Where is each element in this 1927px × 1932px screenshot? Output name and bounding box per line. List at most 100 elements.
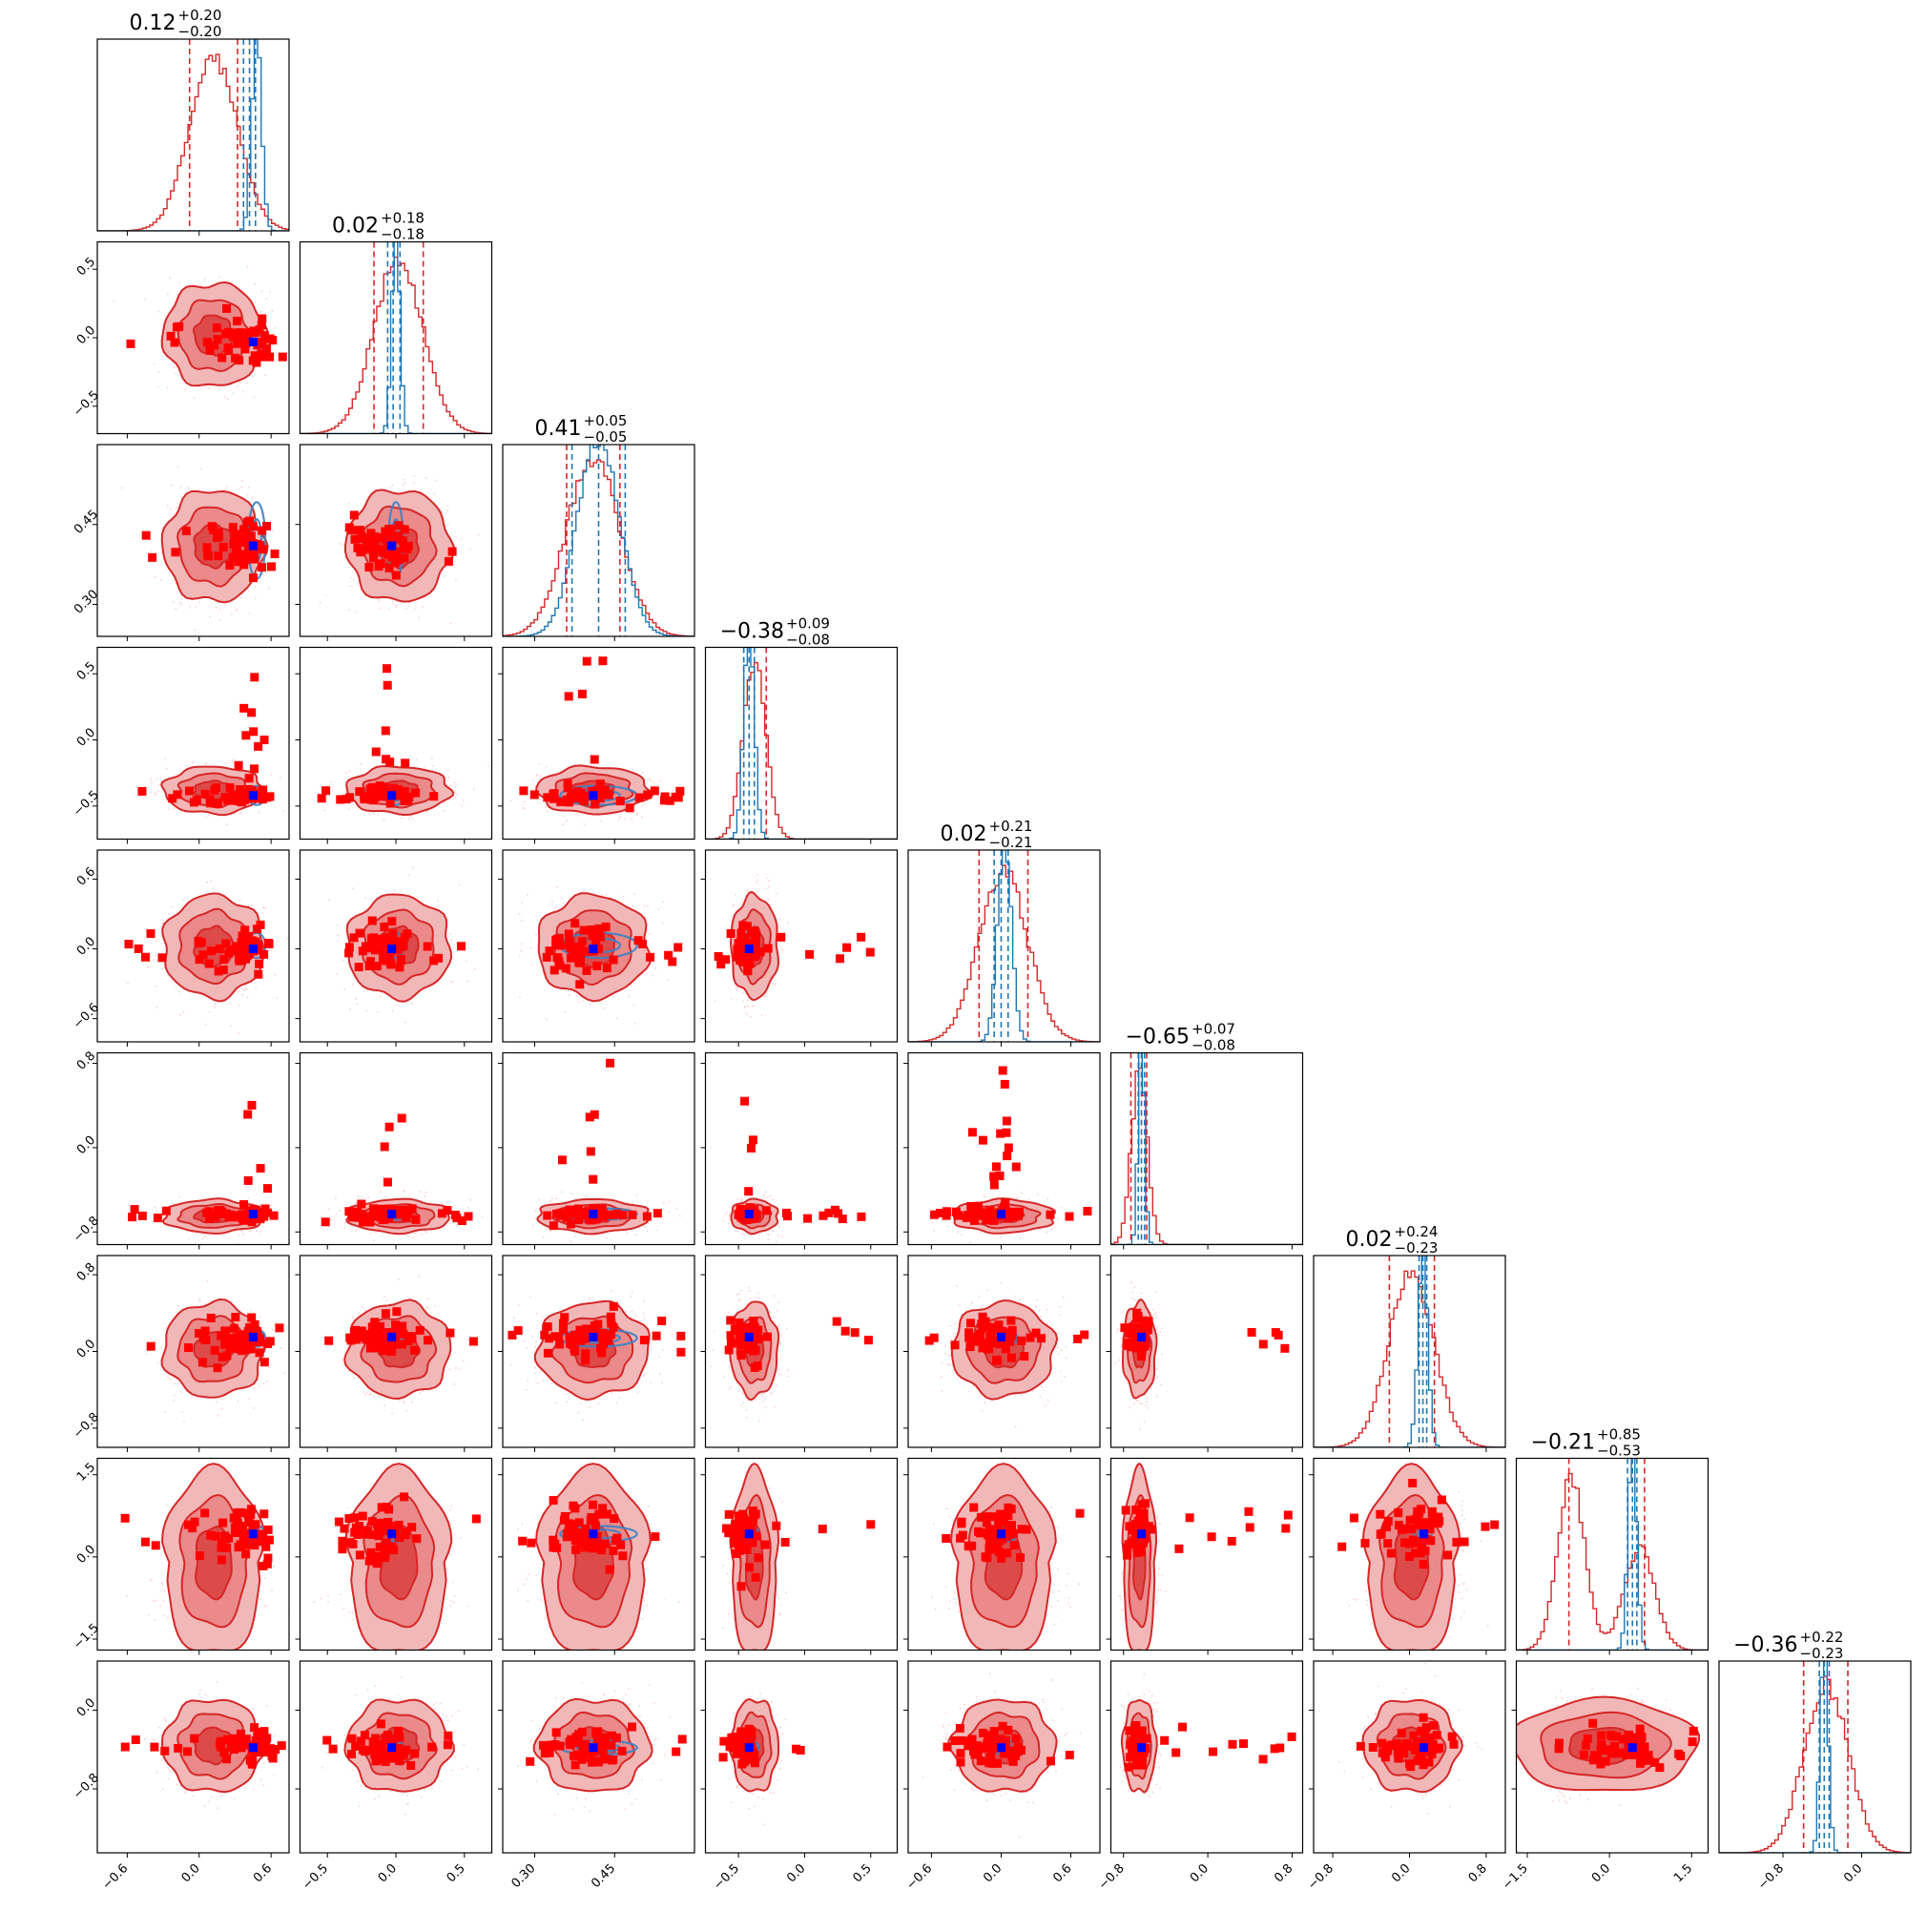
red-square-point [1126, 1740, 1135, 1750]
red-square-point [226, 1210, 236, 1219]
truth-marker [589, 1332, 598, 1341]
red-square-point [367, 934, 377, 944]
red-square-point [244, 1518, 254, 1527]
panel-frame [704, 1457, 899, 1652]
red-square-point [653, 1209, 662, 1218]
red-square-point [355, 787, 364, 797]
red-square-point [1016, 1552, 1026, 1562]
panel-content [531, 1058, 681, 1242]
panel-content [120, 1681, 286, 1809]
red-square-point [1122, 1338, 1131, 1347]
red-square-point [218, 1352, 227, 1361]
red-square-point [1131, 1721, 1141, 1731]
red-square-point [256, 1338, 265, 1347]
red-square-point [217, 1555, 226, 1565]
red-square-point [1596, 1759, 1606, 1769]
red-square-point [174, 1743, 183, 1753]
truth-marker [1419, 1743, 1429, 1753]
red-square-point [1427, 1750, 1437, 1759]
red-square-point [857, 1212, 866, 1221]
red-square-point [576, 1538, 586, 1548]
red-square-point [128, 1213, 137, 1222]
red-square-point [355, 928, 364, 938]
panel-content [931, 1463, 1085, 1651]
red-square-point [250, 673, 259, 682]
red-square-point [358, 1511, 367, 1521]
red-square-point [240, 925, 250, 935]
red-square-point [748, 1538, 757, 1548]
truth-marker [589, 791, 598, 800]
red-square-point [1394, 1753, 1403, 1762]
red-square-point [736, 1582, 746, 1591]
truth-marker [387, 1743, 397, 1753]
red-square-point [241, 1735, 251, 1744]
red-square-point [258, 314, 267, 323]
red-square-point [389, 1754, 399, 1763]
red-square-point [356, 526, 365, 535]
truth-marker [1137, 1529, 1147, 1539]
red-square-point [434, 953, 444, 963]
truth-marker [996, 1209, 1005, 1218]
red-square-point [349, 933, 359, 943]
red-square-point [818, 1525, 827, 1534]
red-square-point [256, 1164, 265, 1174]
panel-content [1114, 1281, 1290, 1430]
red-square-point [1394, 1508, 1403, 1518]
red-square-point [253, 1733, 262, 1742]
red-square-point [559, 1319, 569, 1328]
red-square-point [1140, 1534, 1150, 1544]
panel-content [319, 475, 480, 625]
red-square-point [225, 783, 235, 793]
truth-marker [996, 1529, 1005, 1539]
panel-5-4 [903, 1051, 1101, 1250]
red-square-point [1622, 1750, 1631, 1759]
red-square-point [642, 1212, 652, 1221]
red-square-point [374, 562, 383, 571]
red-square-point [967, 1541, 977, 1550]
red-square-point [555, 1208, 565, 1217]
truth-marker [589, 1529, 598, 1539]
panel-7-0: −1.50.01.5 [71, 1457, 290, 1655]
red-square-point [351, 1741, 361, 1751]
red-square-point [384, 1505, 394, 1514]
red-square-point [216, 1205, 225, 1215]
red-square-point [593, 1332, 603, 1341]
red-square-point [1131, 1760, 1141, 1770]
red-square-point [342, 795, 351, 804]
red-square-point [216, 1739, 225, 1749]
red-square-point [1131, 1530, 1141, 1540]
red-square-point [381, 1309, 390, 1319]
red-square-point [393, 785, 403, 795]
red-square-point [1283, 1510, 1293, 1520]
red-square-point [255, 544, 264, 553]
red-square-point [742, 922, 752, 931]
red-square-point [1401, 1739, 1411, 1749]
y-tick-label: 0.5 [74, 255, 98, 279]
red-square-point [238, 534, 247, 544]
panel-content [324, 1276, 478, 1415]
red-square-point [220, 1326, 230, 1336]
panel-title-3: −0.38 +0.09−0.08 [720, 615, 830, 649]
red-square-point [1135, 1322, 1145, 1332]
red-square-point [996, 1735, 1005, 1744]
red-square-point [590, 755, 599, 764]
red-square-point [173, 790, 182, 800]
red-square-point [137, 1211, 147, 1220]
red-square-point [602, 964, 611, 973]
red-square-point [593, 1727, 603, 1736]
red-square-point [211, 1212, 220, 1221]
red-square-point [750, 926, 759, 936]
red-square-point [576, 952, 586, 962]
red-square-point [1006, 1212, 1016, 1221]
red-square-point [979, 1743, 988, 1753]
panel-content [317, 664, 490, 821]
red-square-point [593, 1539, 603, 1548]
red-square-point [639, 1336, 649, 1345]
red-square-point [965, 1342, 975, 1352]
x-tick-label: −0.8 [1305, 1861, 1336, 1893]
red-square-point [230, 1745, 239, 1755]
red-square-point [583, 1208, 592, 1217]
panel-frame [704, 646, 899, 841]
red-square-point [350, 1513, 360, 1523]
panel-frame [1109, 1660, 1304, 1854]
